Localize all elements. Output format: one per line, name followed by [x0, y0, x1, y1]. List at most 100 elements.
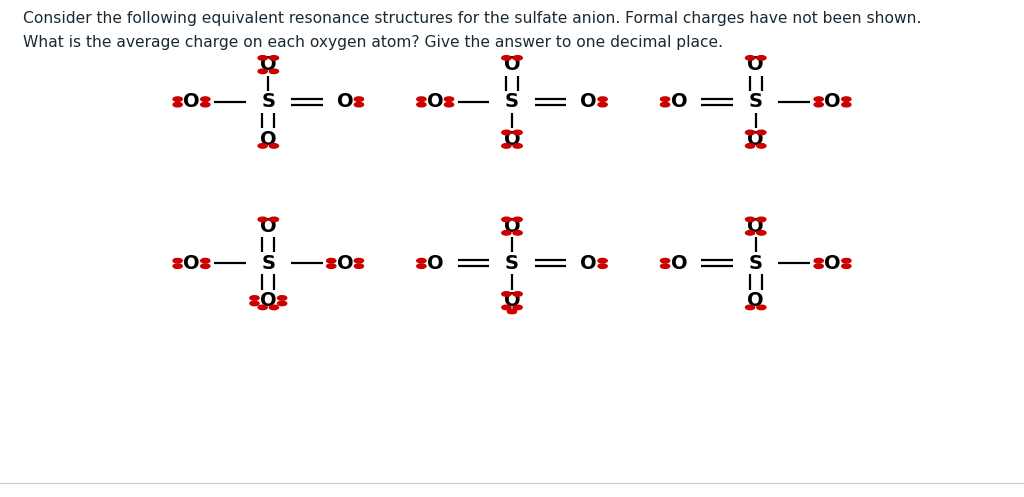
Text: O: O	[183, 254, 200, 273]
Circle shape	[354, 258, 364, 263]
Circle shape	[757, 56, 766, 60]
Circle shape	[502, 56, 511, 60]
Circle shape	[842, 102, 851, 107]
Circle shape	[444, 102, 454, 107]
Circle shape	[173, 264, 182, 268]
Circle shape	[745, 231, 755, 235]
Circle shape	[417, 97, 426, 101]
Circle shape	[513, 231, 522, 235]
Circle shape	[598, 264, 607, 268]
Circle shape	[327, 264, 336, 268]
Circle shape	[757, 144, 766, 148]
Circle shape	[173, 258, 182, 263]
Circle shape	[513, 305, 522, 310]
Circle shape	[502, 305, 511, 310]
Circle shape	[417, 264, 426, 268]
Circle shape	[258, 69, 267, 74]
Circle shape	[757, 130, 766, 135]
Circle shape	[502, 292, 511, 296]
Circle shape	[258, 144, 267, 148]
Circle shape	[444, 97, 454, 101]
Circle shape	[842, 258, 851, 263]
Circle shape	[660, 258, 670, 263]
Circle shape	[258, 305, 267, 310]
Circle shape	[508, 309, 516, 314]
Circle shape	[278, 296, 287, 300]
Text: O: O	[504, 130, 520, 149]
Text: O: O	[183, 92, 200, 111]
Text: O: O	[824, 254, 841, 273]
Circle shape	[502, 130, 511, 135]
Text: O: O	[337, 254, 353, 273]
Text: O: O	[260, 55, 276, 74]
Text: S: S	[505, 92, 519, 111]
Text: S: S	[261, 254, 275, 273]
Text: O: O	[260, 291, 276, 310]
Circle shape	[278, 301, 287, 306]
Text: S: S	[749, 92, 763, 111]
Text: O: O	[427, 92, 443, 111]
Text: S: S	[505, 254, 519, 273]
Circle shape	[745, 217, 755, 222]
Circle shape	[173, 102, 182, 107]
Circle shape	[201, 102, 210, 107]
Circle shape	[598, 258, 607, 263]
Circle shape	[502, 144, 511, 148]
Circle shape	[173, 97, 182, 101]
Circle shape	[502, 231, 511, 235]
Circle shape	[269, 305, 279, 310]
Circle shape	[660, 102, 670, 107]
Text: S: S	[261, 92, 275, 111]
Circle shape	[417, 102, 426, 107]
Circle shape	[745, 144, 755, 148]
Text: O: O	[748, 291, 764, 310]
Circle shape	[269, 217, 279, 222]
Text: O: O	[748, 217, 764, 236]
Circle shape	[258, 217, 267, 222]
Text: O: O	[671, 254, 687, 273]
Circle shape	[598, 102, 607, 107]
Circle shape	[745, 305, 755, 310]
Circle shape	[814, 264, 823, 268]
Circle shape	[660, 264, 670, 268]
Circle shape	[417, 258, 426, 263]
Circle shape	[660, 97, 670, 101]
Text: O: O	[337, 92, 353, 111]
Circle shape	[354, 264, 364, 268]
Circle shape	[513, 130, 522, 135]
Circle shape	[250, 296, 259, 300]
Circle shape	[327, 258, 336, 263]
Circle shape	[842, 264, 851, 268]
Circle shape	[598, 97, 607, 101]
Circle shape	[757, 305, 766, 310]
Circle shape	[757, 217, 766, 222]
Text: O: O	[504, 217, 520, 236]
Text: O: O	[748, 130, 764, 149]
Circle shape	[269, 56, 279, 60]
Circle shape	[745, 130, 755, 135]
Circle shape	[258, 56, 267, 60]
Text: Consider the following equivalent resonance structures for the sulfate anion. Fo: Consider the following equivalent resona…	[23, 11, 921, 26]
Text: O: O	[260, 130, 276, 149]
Circle shape	[201, 258, 210, 263]
Circle shape	[201, 264, 210, 268]
Text: O: O	[427, 254, 443, 273]
Circle shape	[757, 231, 766, 235]
Circle shape	[250, 301, 259, 306]
Text: S: S	[749, 254, 763, 273]
Circle shape	[354, 102, 364, 107]
Circle shape	[513, 56, 522, 60]
Text: O: O	[824, 92, 841, 111]
Circle shape	[513, 144, 522, 148]
Circle shape	[502, 217, 511, 222]
Circle shape	[269, 144, 279, 148]
Circle shape	[201, 97, 210, 101]
Text: O: O	[504, 55, 520, 74]
Circle shape	[269, 69, 279, 74]
Text: O: O	[748, 55, 764, 74]
Circle shape	[354, 97, 364, 101]
Text: O: O	[260, 217, 276, 236]
Text: What is the average charge on each oxygen atom? Give the answer to one decimal p: What is the average charge on each oxyge…	[23, 35, 723, 50]
Text: O: O	[581, 254, 597, 273]
Circle shape	[814, 97, 823, 101]
